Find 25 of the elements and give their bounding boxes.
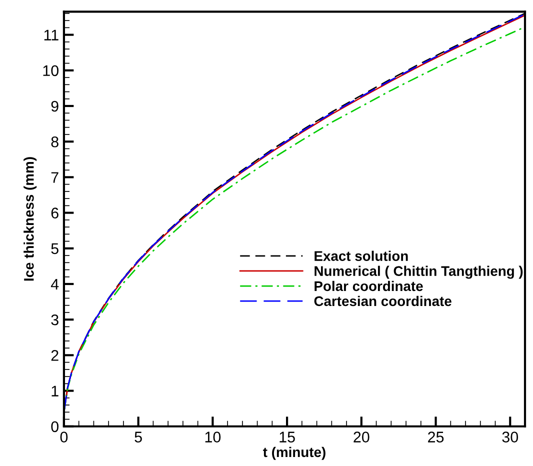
x-tick-label: 5	[134, 432, 142, 442]
y-tick-label: 2	[51, 350, 58, 361]
y-tick-label: 8	[51, 136, 58, 148]
y-tick-label: 10	[43, 65, 59, 76]
y-tick-label: 1	[52, 386, 58, 396]
legend-label: Numerical ( Chittin Tangthieng )	[314, 266, 523, 279]
y-axis-title: Ice thickness (mm)	[24, 157, 37, 281]
y-tick-label: 0	[51, 421, 58, 432]
y-tick-label: 11	[44, 30, 58, 40]
x-tick-label: 30	[502, 432, 518, 442]
y-tick-label: 6	[51, 208, 58, 218]
x-tick-label: 20	[354, 432, 370, 442]
x-axis-title: t (minute)	[263, 446, 326, 460]
y-tick-label: 4	[50, 279, 59, 290]
legend-label: Cartesian coordinate	[314, 296, 452, 306]
legend-label: Exact solution	[314, 250, 408, 261]
y-tick-label: 3	[51, 314, 58, 326]
x-tick-label: 0	[60, 432, 68, 442]
x-tick-label: 25	[428, 432, 444, 442]
y-tick-label: 7	[51, 172, 58, 183]
legend-label: Polar coordinate	[314, 280, 423, 292]
y-tick-label: 9	[51, 100, 58, 112]
x-tick-label: 15	[280, 432, 295, 442]
x-tick-label: 10	[205, 432, 221, 442]
y-tick-label: 5	[51, 243, 58, 254]
